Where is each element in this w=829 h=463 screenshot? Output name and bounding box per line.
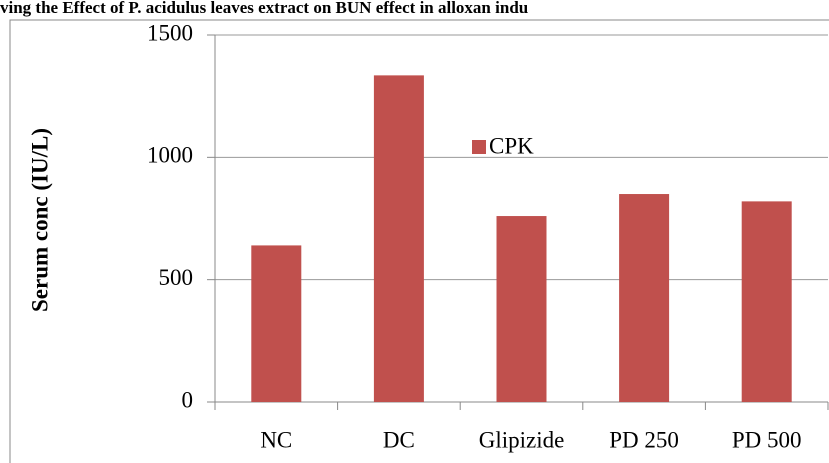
x-tick-label: PD 500	[732, 427, 802, 452]
y-axis-label: Serum conc (IU/L)	[27, 128, 52, 312]
y-tick-label: 0	[182, 387, 194, 412]
title-background	[0, 0, 829, 19]
bar	[251, 245, 302, 402]
x-tick-label: NC	[260, 427, 292, 452]
y-tick-label: 1500	[147, 20, 193, 45]
bar	[619, 194, 670, 402]
bar	[741, 201, 792, 402]
y-tick-label: 500	[159, 265, 194, 290]
legend-swatch	[472, 140, 486, 154]
x-tick-label: PD 250	[609, 427, 679, 452]
bar	[496, 216, 547, 402]
legend-label: CPK	[489, 133, 534, 158]
y-tick-label: 1000	[147, 143, 193, 168]
x-tick-label: DC	[383, 427, 415, 452]
chart-title: ving the Effect of P. acidulus leaves ex…	[0, 0, 528, 17]
chart-frame	[9, 19, 829, 463]
x-tick-label: Glipizide	[479, 427, 565, 452]
bar	[373, 75, 424, 403]
